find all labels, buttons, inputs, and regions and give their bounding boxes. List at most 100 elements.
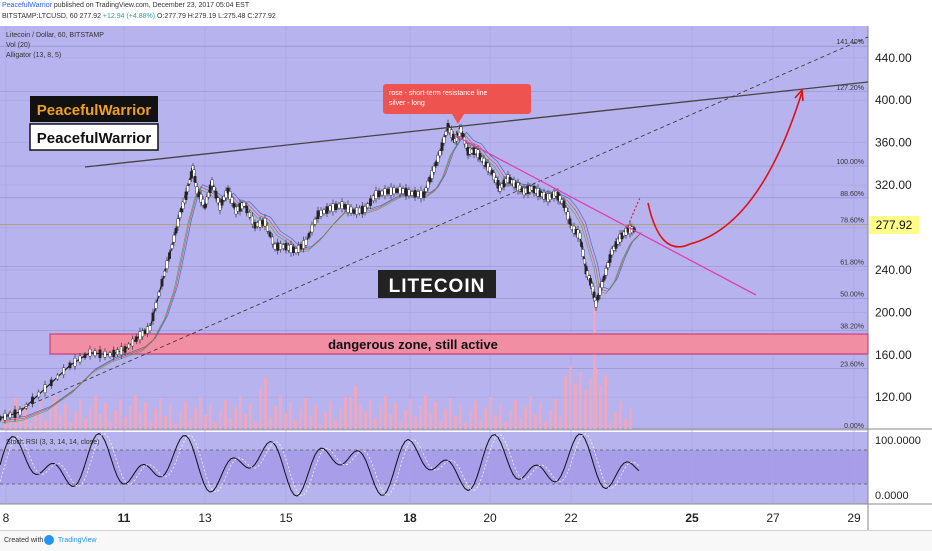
dangerous-zone-label: dangerous zone, still active bbox=[328, 337, 498, 352]
volume-bar bbox=[239, 396, 242, 429]
volume-bar bbox=[379, 407, 382, 429]
candle-body bbox=[127, 343, 131, 349]
volume-bar bbox=[369, 400, 372, 429]
volume-bar bbox=[64, 404, 67, 429]
volume-bar bbox=[289, 402, 292, 429]
candle-body bbox=[434, 161, 438, 167]
candle-body bbox=[108, 352, 112, 357]
volume-bar bbox=[154, 409, 157, 429]
candle-body bbox=[304, 239, 308, 246]
candle-body bbox=[148, 325, 152, 331]
watermark-light-text: PeacefulWarrior bbox=[37, 130, 152, 147]
volume-bar bbox=[244, 414, 247, 429]
volume-bar bbox=[109, 421, 112, 429]
candle-body bbox=[564, 207, 568, 213]
price-chart[interactable]: 141.40% 127.20% 100.00% 88.60% 78.60% 61.80% 5… bbox=[0, 26, 932, 530]
candle-body bbox=[578, 232, 582, 240]
candle-body bbox=[386, 188, 390, 195]
stoch-label: Stoch RSI (3, 3, 14, 14, close) bbox=[6, 439, 99, 446]
candle-body bbox=[442, 136, 446, 144]
stoch-axis-100: 100.0000 bbox=[875, 435, 921, 447]
projection-arrow-head bbox=[794, 88, 804, 102]
volume-bar bbox=[609, 423, 612, 429]
volume-bar bbox=[274, 406, 277, 429]
volume-bar bbox=[429, 413, 432, 429]
candle-body bbox=[199, 194, 203, 203]
volume-bar bbox=[59, 415, 62, 429]
volume-bar bbox=[9, 409, 12, 429]
candle-body bbox=[189, 171, 193, 179]
candle-body bbox=[610, 248, 614, 256]
price-tick-label: 120.00 bbox=[875, 390, 912, 404]
fib-level-label: 78.60% bbox=[840, 217, 864, 224]
candle-body bbox=[451, 133, 455, 141]
candle-body bbox=[419, 190, 423, 199]
candle-body bbox=[436, 154, 440, 163]
callout-line-1: rose - short-term resistance line bbox=[389, 90, 488, 97]
volume-bar bbox=[114, 410, 117, 429]
callout-line-2: silver - long bbox=[389, 100, 425, 107]
candle-body bbox=[337, 203, 341, 209]
volume-bars bbox=[4, 306, 632, 429]
silver-long-trendline[interactable] bbox=[84, 81, 869, 168]
litecoin-label-text: LITECOIN bbox=[389, 276, 486, 297]
candle-body bbox=[170, 244, 174, 249]
volume-bar bbox=[364, 411, 367, 429]
dashed-trendline[interactable] bbox=[0, 36, 869, 419]
last-price: 277.92 bbox=[79, 13, 101, 20]
volume-bar bbox=[164, 416, 167, 429]
rose-resistance-line[interactable] bbox=[455, 135, 757, 296]
candle-body bbox=[138, 331, 142, 340]
chart-area[interactable]: 141.40% 127.20% 100.00% 88.60% 78.60% 61.80% 5… bbox=[0, 26, 932, 530]
candle-body bbox=[281, 244, 285, 249]
volume-bar bbox=[539, 403, 542, 429]
candle-body bbox=[62, 367, 66, 375]
candle-body bbox=[49, 379, 53, 387]
tradingview-logo-icon[interactable] bbox=[44, 535, 54, 545]
candle-body bbox=[131, 338, 134, 347]
tradingview-link[interactable]: TradingView bbox=[58, 537, 97, 544]
volume-bar bbox=[469, 412, 472, 429]
volume-bar bbox=[449, 398, 452, 429]
candle-body bbox=[268, 232, 272, 237]
candle-body bbox=[210, 179, 214, 187]
volume-bar bbox=[389, 414, 392, 429]
candle-body bbox=[154, 302, 158, 309]
candle-body bbox=[608, 254, 612, 263]
volume-bar bbox=[254, 421, 257, 429]
candle-body bbox=[157, 291, 161, 297]
candle-body bbox=[226, 187, 230, 194]
candle-body bbox=[230, 197, 234, 204]
candle-body bbox=[218, 202, 222, 211]
volume-bar bbox=[119, 399, 122, 429]
volume-bar bbox=[304, 398, 307, 429]
author-link[interactable]: PeacefulWarrior bbox=[2, 2, 52, 9]
volume-bar bbox=[494, 415, 497, 429]
candle-body bbox=[123, 346, 127, 353]
volume-bar bbox=[599, 386, 602, 429]
candle-body bbox=[488, 166, 492, 173]
candle-body bbox=[212, 186, 216, 191]
candle-body bbox=[459, 126, 463, 134]
volume-bar bbox=[44, 419, 47, 429]
volume-bar bbox=[424, 395, 427, 429]
candle-body bbox=[310, 224, 314, 233]
candle-body bbox=[31, 396, 34, 405]
volume-bar bbox=[464, 423, 467, 429]
time-tick-label: 25 bbox=[685, 511, 699, 525]
volume-bar bbox=[474, 401, 477, 429]
volume-bar bbox=[544, 421, 547, 429]
candle-body bbox=[68, 362, 72, 369]
grid-lines bbox=[0, 26, 868, 504]
volume-bar bbox=[179, 412, 182, 429]
candle-body bbox=[273, 243, 277, 250]
candle-body bbox=[141, 330, 144, 338]
volume-bar bbox=[194, 408, 197, 429]
candle-body bbox=[151, 312, 155, 322]
candle-body bbox=[430, 170, 434, 179]
volume-bar bbox=[374, 418, 377, 429]
candle-body bbox=[256, 222, 259, 227]
stoch-band bbox=[0, 450, 868, 484]
ohlc-values: O:277.79 H:279.19 L:275.48 C:277.92 bbox=[157, 13, 276, 20]
candle-body bbox=[168, 252, 171, 259]
